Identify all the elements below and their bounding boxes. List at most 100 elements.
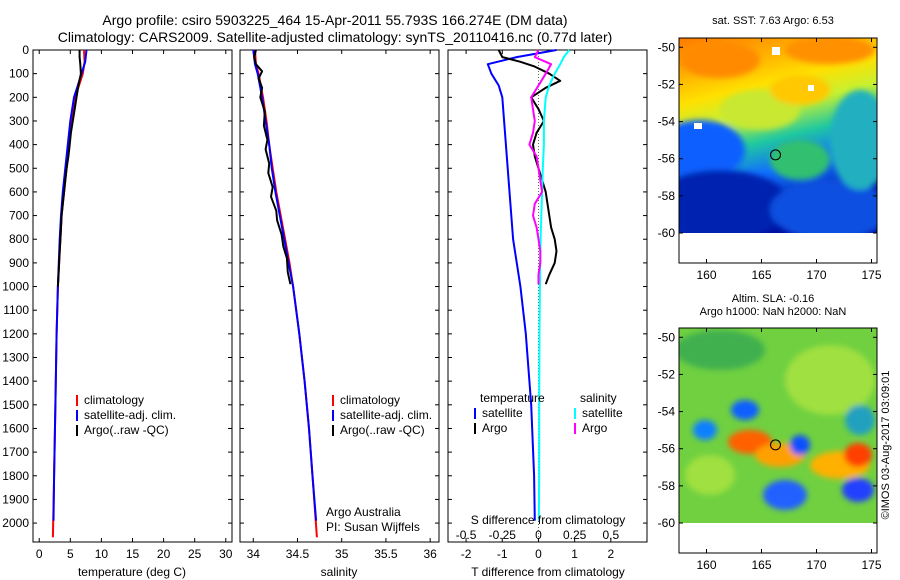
map-y-tick-label: -58 <box>658 479 676 493</box>
y-tick-label: 800 <box>9 232 29 246</box>
sla-map-title: Altim. SLA: -0.16 <box>732 293 815 305</box>
y-tick-label: 500 <box>9 161 29 175</box>
y-tick-label: 200 <box>9 90 29 104</box>
legend-label: satellite <box>582 406 623 420</box>
y-tick-label: 1800 <box>2 469 29 483</box>
y-tick-label: 400 <box>9 138 29 152</box>
sla-map-field <box>679 328 877 523</box>
map-y-tick-label: -56 <box>658 442 676 456</box>
sla-map-panel: Altim. SLA: -0.16 Argo h1000: NaN h2000:… <box>658 293 882 572</box>
sst-other-float-marker <box>772 47 780 55</box>
sst-other-float-marker-3 <box>694 123 702 129</box>
sla-map-y-ticks: -50 -52 -54 -56 -58 -60 <box>658 330 877 530</box>
legend-label: Argo <box>582 421 608 435</box>
credit-argo-australia: Argo Australia <box>326 505 401 519</box>
s-tick-label: 0.25 <box>563 528 587 542</box>
legend-label: Argo <box>482 421 508 435</box>
map-y-tick-label: -60 <box>658 516 676 530</box>
series-line-argo-raw-qc- <box>56 50 82 287</box>
y-tick-label: 700 <box>9 209 29 223</box>
sla-map-subtitle: Argo h1000: NaN h2000: NaN <box>700 306 847 318</box>
x-tick-label: 35.5 <box>374 547 398 561</box>
y-tick-label: 1000 <box>2 280 29 294</box>
map-x-tick-label: 165 <box>751 558 771 572</box>
y-tick-label: 1600 <box>2 421 29 435</box>
difference-t-label: T difference from climatology <box>471 565 625 579</box>
y-tick-label: 1200 <box>2 327 29 341</box>
map-y-tick-label: -56 <box>658 152 676 166</box>
legend-label: Argo(..raw -QC) <box>84 423 169 437</box>
map-x-tick-label: 165 <box>751 268 771 282</box>
y-tick-label: 1900 <box>2 492 29 506</box>
y-tick-label: 1400 <box>2 374 29 388</box>
map-x-tick-label: 175 <box>861 268 881 282</box>
y-tick-label: 600 <box>9 185 29 199</box>
x-tick-label: 10 <box>95 547 109 561</box>
credit-pi: PI: Susan Wijffels <box>326 520 420 534</box>
map-y-tick-label: -50 <box>658 40 676 54</box>
legend-label: satellite-adj. clim. <box>84 408 176 422</box>
map-y-tick-label: -50 <box>658 330 676 344</box>
difference-legend: temperaturesatelliteArgosalinitysatellit… <box>474 391 623 435</box>
salinity-series <box>252 49 318 538</box>
sst-map-land-mask <box>679 233 877 263</box>
y-tick-label: 100 <box>9 67 29 81</box>
y-tick-label: 2000 <box>2 516 29 530</box>
difference-s-label: S difference from climatology <box>471 513 626 527</box>
s-tick-label: 0 <box>535 528 542 542</box>
x-tick-label: 36 <box>423 547 437 561</box>
series-line-satellite <box>486 49 557 521</box>
difference-y-ticks <box>448 49 647 524</box>
sla-map-land-mask <box>679 523 877 553</box>
legend-label: climatology <box>84 393 144 407</box>
map-x-tick-label: 170 <box>806 558 826 572</box>
sst-other-float-marker-2 <box>808 85 814 91</box>
map-x-tick-label: 160 <box>696 268 716 282</box>
sla-float-marker <box>770 439 782 451</box>
temperature-y-ticks: 0 100 200 300 400 500 600 700 800 900 1000 1100 1200… <box>2 43 232 530</box>
x-tick-label: 20 <box>157 547 171 561</box>
map-y-tick-label: -60 <box>658 226 676 240</box>
map-y-tick-label: -54 <box>658 115 676 129</box>
salinity-axes-frame <box>239 49 440 543</box>
map-y-tick-label: -58 <box>658 189 676 203</box>
s-tick-label: -0.25 <box>489 528 517 542</box>
salinity-xlabel: salinity <box>321 565 358 579</box>
map-x-tick-label: 170 <box>806 268 826 282</box>
salinity-panel: 34 34.5 35 35.5 36 climatologysatellite-adj.… <box>239 49 440 579</box>
y-tick-label: 1100 <box>3 303 29 317</box>
x-tick-label: -1 <box>497 547 508 561</box>
map-y-tick-label: -54 <box>658 405 676 419</box>
x-tick-label: 34 <box>247 547 261 561</box>
figure-title-line1: Argo profile: csiro 5903225_464 15-Apr-2… <box>102 12 567 28</box>
difference-x-ticks: -2 -1 0 1 2 -0.5 -0.25 0 0.25 0.5 <box>456 50 619 561</box>
x-tick-label: 5 <box>67 547 74 561</box>
x-tick-label: 30 <box>219 547 233 561</box>
salinity-y-ticks <box>240 49 439 524</box>
legend-heading: temperature <box>480 391 545 405</box>
map-x-tick-label: 175 <box>861 558 881 572</box>
x-tick-label: 25 <box>188 547 202 561</box>
sla-map-x-ticks: 160 165 170 175 <box>696 328 882 572</box>
sst-map-x-ticks: 160 165 170 175 <box>696 38 882 282</box>
temperature-series <box>51 49 88 538</box>
x-tick-label: 35 <box>335 547 349 561</box>
difference-axes-frame <box>447 49 648 543</box>
temperature-panel: 0100200300400500600700800900100011001200… <box>2 43 232 579</box>
sst-float-marker <box>770 149 782 161</box>
series-line-satellite-adj-clim- <box>252 49 318 521</box>
legend-label: satellite <box>482 406 523 420</box>
y-tick-label: 1300 <box>2 351 29 365</box>
map-y-tick-label: -52 <box>658 367 676 381</box>
sst-map-panel: sat. SST: 7.63 Argo: 6.53 -50-52-54-56-5… <box>658 15 882 282</box>
x-tick-label: 0 <box>36 547 43 561</box>
y-tick-label: 300 <box>9 114 29 128</box>
sst-map-field <box>679 38 877 233</box>
x-tick-label: 1 <box>571 547 578 561</box>
temperature-x-ticks: 0 5 10 15 20 25 30 <box>36 50 233 561</box>
map-y-tick-label: -52 <box>658 77 676 91</box>
s-tick-label: -0.5 <box>456 528 477 542</box>
difference-panel: -2 -1 0 1 2-0.5 -0.25 0 0.25 0.5 temperaturesate… <box>447 49 648 579</box>
temperature-xlabel: temperature (deg C) <box>78 565 186 579</box>
